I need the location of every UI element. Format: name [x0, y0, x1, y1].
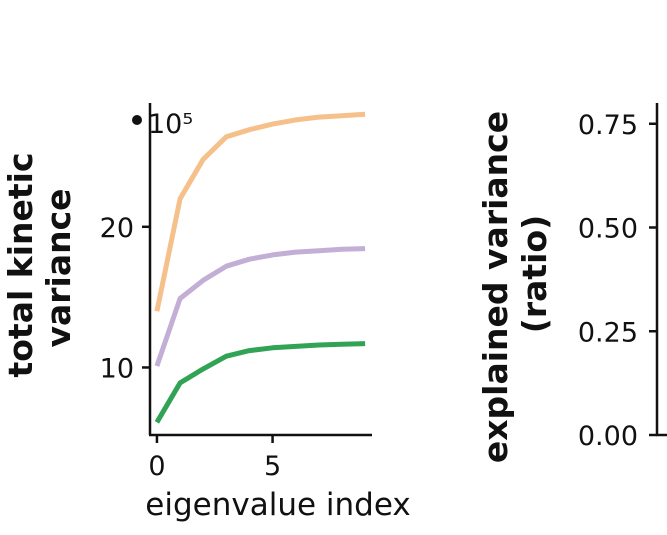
- right-panel: 0.00 0.25 0.50 0.75 explained variance (rat…: [476, 103, 667, 463]
- right-y-axis-label-line2: (ratio): [515, 215, 554, 333]
- right-y-axis-label-line1: explained variance: [476, 111, 515, 463]
- left-y-tick-label: 10: [100, 353, 134, 384]
- right-y-tick-label: 0.50: [578, 214, 638, 245]
- series-line-0: [154, 111, 366, 312]
- left-y-ticks: 10 20: [100, 213, 150, 384]
- right-y-tick-label: 0.25: [578, 317, 638, 348]
- left-y-axis-label-line2: variance: [39, 188, 78, 347]
- right-y-tick-label: 0.75: [578, 110, 638, 141]
- left-x-axis-label: eigenvalue index: [145, 487, 410, 523]
- left-y-tick-label: 20: [100, 213, 134, 244]
- left-y-axis-label-line1: total kinetic: [1, 152, 40, 377]
- left-series-group: [154, 111, 366, 424]
- series-line-1: [154, 246, 366, 367]
- series-line-2: [154, 341, 366, 424]
- multiplier-dot: [132, 115, 142, 125]
- y-multiplier-label: 10⁵: [148, 109, 193, 140]
- right-y-tick-label: 0.00: [578, 421, 638, 452]
- left-x-tick-label: 0: [148, 451, 165, 482]
- right-y-ticks: 0.00 0.25 0.50 0.75: [578, 110, 657, 452]
- left-x-tick-label: 5: [264, 451, 281, 482]
